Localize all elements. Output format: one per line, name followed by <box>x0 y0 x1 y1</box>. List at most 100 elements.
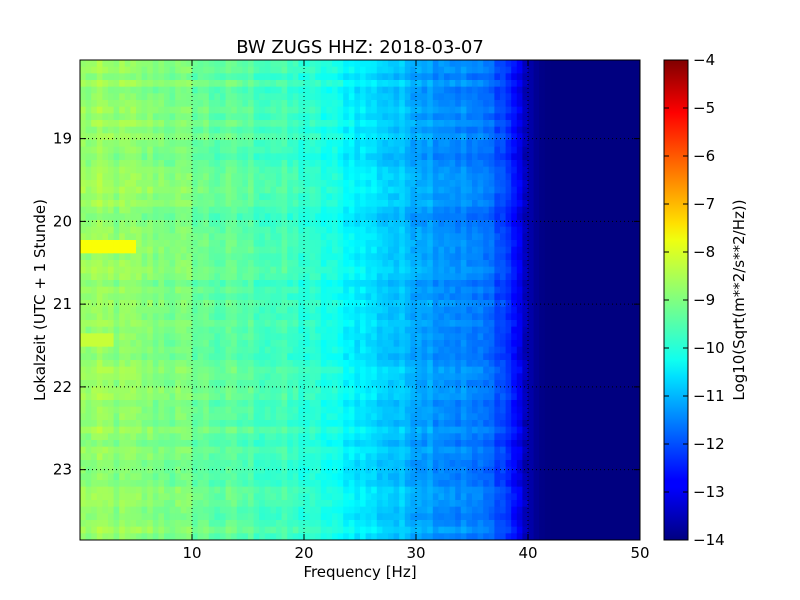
heatmap-cell <box>164 260 171 268</box>
heatmap-cell <box>584 86 591 94</box>
heatmap-cell <box>365 266 372 274</box>
heatmap-cell <box>225 293 232 301</box>
heatmap-cell <box>449 226 456 234</box>
heatmap-cell <box>488 286 495 294</box>
heatmap-cell <box>606 166 613 174</box>
heatmap-cell <box>628 286 635 294</box>
heatmap-cell <box>595 140 602 148</box>
heatmap-cell <box>404 333 411 341</box>
heatmap-cell <box>388 120 395 128</box>
heatmap-cell <box>242 373 249 381</box>
heatmap-cell <box>589 240 596 248</box>
heatmap-cell <box>326 346 333 354</box>
heatmap-cell <box>606 126 613 134</box>
heatmap-cell <box>147 346 154 354</box>
heatmap-cell <box>466 346 473 354</box>
heatmap-cell <box>119 213 126 221</box>
heatmap-cell <box>533 233 540 241</box>
heatmap-cell <box>589 380 596 388</box>
heatmap-cell <box>186 293 193 301</box>
heatmap-cell <box>108 346 115 354</box>
heatmap-cell <box>550 366 557 374</box>
heatmap-cell <box>600 140 607 148</box>
heatmap-cell <box>600 373 607 381</box>
heatmap-cell <box>449 160 456 168</box>
heatmap-cell <box>320 180 327 188</box>
heatmap-cell <box>119 320 126 328</box>
heatmap-cell <box>600 313 607 321</box>
heatmap-cell <box>544 66 551 74</box>
heatmap-cell <box>365 186 372 194</box>
heatmap-cell <box>287 266 294 274</box>
heatmap-cell <box>214 253 221 261</box>
heatmap-cell <box>404 320 411 328</box>
heatmap-cell <box>494 240 501 248</box>
heatmap-cell <box>348 226 355 234</box>
heatmap-cell <box>337 240 344 248</box>
heatmap-cell <box>203 100 210 108</box>
heatmap-cell <box>466 100 473 108</box>
heatmap-cell <box>382 200 389 208</box>
heatmap-cell <box>516 126 523 134</box>
heatmap-cell <box>175 340 182 348</box>
heatmap-cell <box>108 326 115 334</box>
heatmap-cell <box>332 173 339 181</box>
heatmap-cell <box>623 166 630 174</box>
heatmap-cell <box>628 346 635 354</box>
heatmap-cell <box>505 140 512 148</box>
heatmap-cell <box>343 300 350 308</box>
heatmap-cell <box>522 233 529 241</box>
heatmap-cell <box>516 313 523 321</box>
heatmap-cell <box>253 293 260 301</box>
heatmap-cell <box>332 60 339 68</box>
heatmap-cell <box>455 186 462 194</box>
heatmap-cell <box>511 360 518 368</box>
heatmap-cell <box>399 333 406 341</box>
heatmap-cell <box>91 186 98 194</box>
heatmap-cell <box>270 293 277 301</box>
heatmap-cell <box>365 233 372 241</box>
heatmap-cell <box>108 106 115 114</box>
heatmap-cell <box>533 66 540 74</box>
heatmap-cell <box>556 266 563 274</box>
heatmap-cell <box>572 280 579 288</box>
heatmap-cell <box>292 280 299 288</box>
heatmap-cell <box>203 320 210 328</box>
heatmap-cell <box>455 340 462 348</box>
heatmap-cell <box>382 266 389 274</box>
heatmap-cell <box>231 333 238 341</box>
heatmap-cell <box>225 326 232 334</box>
heatmap-cell <box>152 293 159 301</box>
heatmap-cell <box>124 73 131 81</box>
heatmap-cell <box>320 93 327 101</box>
heatmap-cell <box>220 166 227 174</box>
heatmap-cell <box>164 246 171 254</box>
heatmap-cell <box>528 106 535 114</box>
heatmap-cell <box>623 93 630 101</box>
heatmap-cell <box>164 186 171 194</box>
heatmap-cell <box>623 146 630 154</box>
heatmap-cell <box>360 373 367 381</box>
heatmap-cell <box>248 80 255 88</box>
heatmap-cell <box>438 326 445 334</box>
heatmap-cell <box>180 260 187 268</box>
heatmap-cell <box>410 126 417 134</box>
heatmap-cell <box>348 340 355 348</box>
heatmap-cell <box>522 173 529 181</box>
heatmap-cell <box>589 173 596 181</box>
heatmap-cell <box>410 153 417 161</box>
heatmap-cell <box>617 313 624 321</box>
heatmap-cell <box>102 340 109 348</box>
heatmap-cell <box>220 346 227 354</box>
heatmap-cell <box>533 106 540 114</box>
heatmap-cell <box>528 120 535 128</box>
heatmap-cell <box>488 60 495 68</box>
heatmap-cell <box>264 333 271 341</box>
heatmap-cell <box>460 126 467 134</box>
heatmap-cell <box>595 240 602 248</box>
heatmap-cell <box>225 146 232 154</box>
heatmap-cell <box>376 120 383 128</box>
heatmap-cell <box>628 260 635 268</box>
heatmap-cell <box>612 313 619 321</box>
heatmap-cell <box>522 346 529 354</box>
